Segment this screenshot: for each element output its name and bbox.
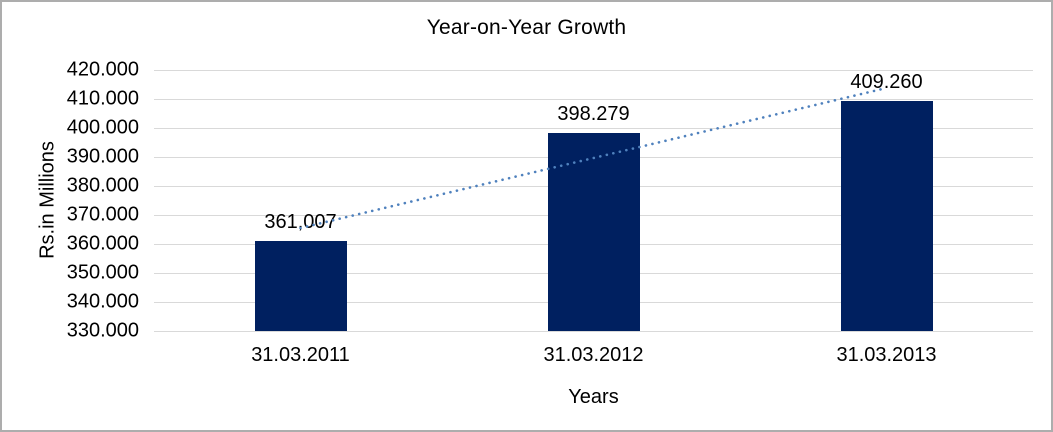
x-tick-label: 31.03.2012 — [543, 344, 644, 366]
gridline — [154, 70, 1033, 71]
chart-title: Year-on-Year Growth — [426, 16, 627, 39]
y-tick-label: 400.000 — [66, 116, 139, 139]
x-axis-title: Years — [568, 386, 619, 408]
bar-value-label: 361,007 — [264, 211, 337, 234]
plot-area: 361,007 398.279 409.260 — [154, 70, 1033, 332]
y-tick-label: 370.000 — [66, 203, 139, 226]
bar — [254, 241, 347, 331]
x-tick-label: 31.03.2013 — [836, 344, 937, 366]
y-tick-label: 410.000 — [66, 87, 139, 110]
y-tick-label: 390.000 — [66, 145, 139, 168]
y-tick-label: 330.000 — [66, 319, 139, 342]
y-tick-label: 420.000 — [66, 58, 139, 81]
y-tick-label: 360.000 — [66, 232, 139, 255]
y-tick-label: 340.000 — [66, 290, 139, 313]
gridline — [154, 331, 1033, 332]
x-tick-label: 31.03.2011 — [251, 344, 350, 366]
y-tick-label: 380.000 — [66, 174, 139, 197]
bar-value-label: 409.260 — [850, 71, 923, 94]
x-axis-tick-labels: 31.03.2011 31.03.2012 31.03.2013 — [154, 344, 1033, 368]
bar — [840, 101, 933, 331]
gridline — [154, 99, 1033, 100]
bar — [547, 133, 640, 331]
bar-value-label: 398.279 — [557, 103, 630, 125]
y-axis-tick-labels: 420.000 410.000 400.000 390.000 380.000 370.0… — [2, 59, 139, 342]
y-tick-label: 350.000 — [66, 261, 139, 284]
